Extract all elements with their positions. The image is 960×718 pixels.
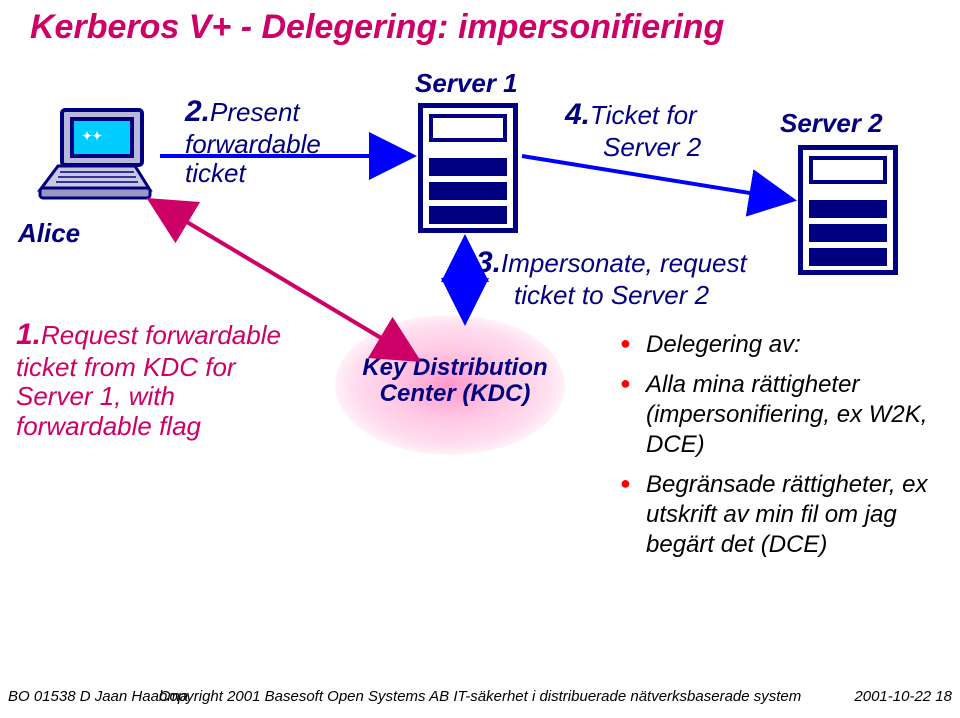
laptop-icon: ✦✦ xyxy=(30,108,160,203)
step-4-num: 4. xyxy=(565,98,590,131)
kdc-label-line1: Center (KDC) xyxy=(380,380,531,407)
slide-footer: BO 01538 D Jaan Haabma Copyright 2001 Ba… xyxy=(0,688,960,712)
step-1-label: 1.Request forwardable ticket from KDC fo… xyxy=(16,318,281,442)
step-2-line2: ticket xyxy=(185,158,246,188)
step-1-line1: ticket from KDC for xyxy=(16,352,236,382)
bullet-item-1: Alla mina rättigheter (impersonifiering,… xyxy=(620,370,940,460)
arrow-step4 xyxy=(522,156,793,200)
bullet-list: Delegering av: Alla mina rättigheter (im… xyxy=(620,330,940,570)
kdc-label: Key Distribution Center (KDC) xyxy=(355,355,555,408)
bullet-item-0: Delegering av: xyxy=(620,330,940,360)
footer-right: 2001-10-22 18 xyxy=(854,688,952,705)
server2-icon xyxy=(798,145,898,275)
step-4-line1: Server 2 xyxy=(565,132,701,162)
step-3-num: 3. xyxy=(476,246,501,279)
step-4-line0: Ticket for xyxy=(590,100,697,130)
bullet-item-2: Begränsade rättigheter, ex utskrift av m… xyxy=(620,470,940,560)
server2-label: Server 2 xyxy=(780,108,883,139)
server1-label: Server 1 xyxy=(415,68,518,99)
step-2-num: 2. xyxy=(185,95,210,128)
server1-icon xyxy=(418,103,518,233)
step-1-line0: Request forwardable xyxy=(41,320,281,350)
step-1-num: 1. xyxy=(16,318,41,351)
slide-title: Kerberos V+ - Delegering: impersonifieri… xyxy=(30,8,724,47)
step-1-line2: Server 1, with xyxy=(16,381,175,411)
step-4-label: 4.Ticket for Server 2 xyxy=(565,98,701,162)
kdc-label-line0: Key Distribution xyxy=(362,354,547,381)
step-2-line1: forwardable xyxy=(185,129,321,159)
step-3-line1: ticket to Server 2 xyxy=(476,280,709,310)
footer-center: Copyright 2001 Basesoft Open Systems AB … xyxy=(159,688,802,705)
step-2-label: 2.Present forwardable ticket xyxy=(185,95,321,189)
step-2-line0: Present xyxy=(210,97,300,127)
alice-label: Alice xyxy=(18,218,80,249)
step-3-line0: Impersonate, request xyxy=(501,248,747,278)
svg-text:✦✦: ✦✦ xyxy=(82,129,102,143)
step-3-label: 3.Impersonate, request ticket to Server … xyxy=(476,246,747,310)
step-1-line3: forwardable flag xyxy=(16,411,201,441)
